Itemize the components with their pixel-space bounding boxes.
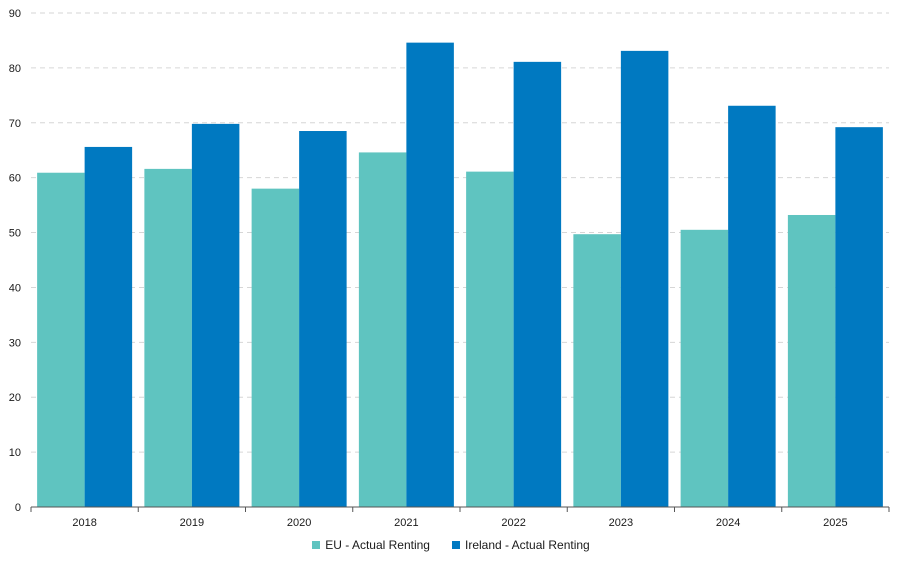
y-tick-label: 60 (9, 173, 21, 185)
eu-bar-2022 (466, 171, 514, 507)
y-tick-label: 50 (9, 228, 21, 240)
legend-item-eu: EU - Actual Renting (312, 538, 430, 552)
x-tick-label: 2018 (72, 517, 96, 529)
ireland-bar-2018 (84, 146, 133, 507)
eu-bar-2018 (37, 172, 85, 507)
legend-label-eu: EU - Actual Renting (325, 538, 430, 552)
x-tick-label: 2019 (180, 517, 204, 529)
eu-bar-2021 (358, 152, 407, 507)
legend-label-ireland: Ireland - Actual Renting (464, 538, 590, 552)
eu-bar-2023 (573, 234, 621, 508)
y-tick-label: 70 (9, 118, 21, 130)
x-tick-label: 2021 (394, 517, 418, 529)
x-tick-label: 2020 (287, 517, 311, 529)
y-tick-label: 20 (9, 392, 21, 404)
y-tick-label: 90 (9, 8, 21, 20)
x-tick-label: 2023 (609, 517, 633, 529)
chart-legend: EU - Actual Renting Ireland - Actual Ren… (0, 536, 902, 554)
y-tick-label: 0 (15, 502, 21, 514)
eu-bar-2020 (251, 188, 300, 507)
y-tick-label: 40 (9, 282, 21, 294)
legend-item-ireland: Ireland - Actual Renting (451, 538, 590, 552)
x-tick-label: 2025 (823, 517, 847, 529)
legend-swatch-ireland (451, 541, 460, 549)
ireland-bar-2019 (191, 123, 240, 508)
ireland-bar-2021 (406, 42, 454, 507)
eu-bar-2019 (144, 168, 192, 507)
eu-bar-2024 (680, 229, 729, 508)
tick-labels: 0 10 20 30 40 50 60 70 80 90 2018 2019 2020 2021 2022 2… (9, 8, 848, 529)
ireland-bar-2024 (728, 105, 776, 508)
y-tick-label: 30 (9, 337, 21, 349)
y-tick-label: 10 (9, 447, 21, 459)
ireland-bar-2023 (620, 50, 669, 508)
ireland-bar-2025 (835, 127, 883, 508)
y-tick-label: 80 (9, 63, 21, 75)
ireland-bar-2022 (513, 61, 562, 508)
eu-bar-2025 (787, 214, 836, 508)
legend-swatch-eu (312, 541, 321, 549)
ireland-bar-2020 (299, 131, 347, 507)
bars (37, 42, 883, 508)
x-tick-label: 2024 (716, 517, 740, 529)
x-tick-label: 2022 (501, 517, 525, 529)
axes (30, 506, 890, 512)
